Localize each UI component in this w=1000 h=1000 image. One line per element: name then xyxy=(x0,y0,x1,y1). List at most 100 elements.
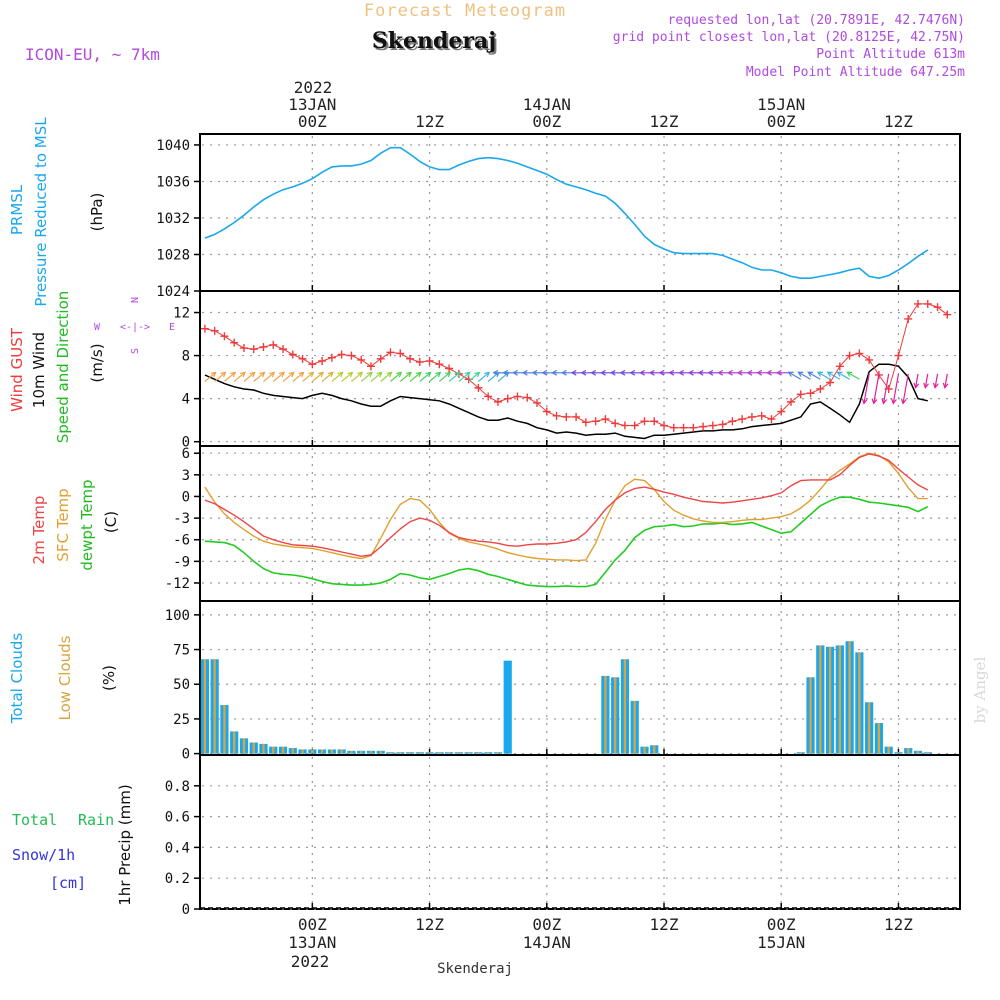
compass-rose: W <-|-> E N S xyxy=(94,297,175,354)
wind-arrow-head xyxy=(531,369,538,376)
gust-marker xyxy=(845,351,854,360)
wind-arrow-head xyxy=(629,369,636,376)
wind-direction-arrow xyxy=(390,371,402,382)
panel-clouds: 0 25 50 75 100 xyxy=(165,600,961,763)
wind-arrow-head xyxy=(687,369,694,376)
grid-point-coords: grid point closest lon,lat (20.8125E, 42… xyxy=(613,30,965,45)
panel-pressure: 1024 1028 1032 1036 1040 xyxy=(156,133,961,300)
wind-arrow-head xyxy=(590,369,597,376)
wind-arrow-head xyxy=(697,369,704,376)
wind-direction-arrow xyxy=(902,373,909,404)
wind-direction-arrow xyxy=(817,371,831,380)
wind-direction-arrow xyxy=(292,371,304,382)
gust-marker xyxy=(230,338,239,347)
wind-direction-arrow xyxy=(914,373,919,388)
low-cloud-bar xyxy=(907,748,910,754)
gust-marker xyxy=(279,345,288,354)
low-cloud-bar xyxy=(330,749,334,754)
gust-marker xyxy=(933,303,942,312)
requested-coords: requested lon,lat (20.7891E, 42.7476N) xyxy=(668,13,965,28)
gust-marker xyxy=(406,354,415,363)
low-cloud-bar xyxy=(389,752,392,754)
wind-arrow-head xyxy=(609,369,616,376)
low-cloud-bar xyxy=(447,752,451,754)
location-title: Skenderaj xyxy=(374,30,498,56)
gust-marker xyxy=(327,353,336,362)
wind-arrow-head xyxy=(756,369,763,376)
wind-arrow-head xyxy=(775,369,782,376)
y-tick-label: 1024 xyxy=(156,284,190,300)
wind-arrow-head xyxy=(580,369,587,376)
wind-arrow-head xyxy=(318,371,325,378)
y-tick-label: 0.8 xyxy=(165,779,190,795)
low-cloud-bar xyxy=(350,750,353,754)
wind-direction-arrow xyxy=(321,371,334,382)
gust-marker xyxy=(386,348,395,357)
wind-direction-arrow xyxy=(837,371,850,380)
temp-unit: (C) xyxy=(102,511,120,533)
gust-marker xyxy=(259,342,268,351)
wind-direction-arrow xyxy=(487,371,500,382)
wind-arrow-head xyxy=(298,371,305,378)
low-cloud-bar xyxy=(897,752,900,754)
gust-marker xyxy=(298,354,307,363)
wind-arrow-head xyxy=(787,371,794,377)
panels: 1024102810321036104004812-12-9-6-3036025… xyxy=(156,133,961,918)
gust-marker xyxy=(894,351,903,360)
wind-arrow-head xyxy=(619,369,626,376)
wind-arrow-head xyxy=(386,371,393,378)
y-tick-label: 75 xyxy=(173,643,190,659)
wind-arrow-head xyxy=(541,369,548,376)
wind-arrow-head xyxy=(638,369,645,376)
gust-marker xyxy=(865,355,874,364)
gust-marker xyxy=(376,354,385,363)
gust-marker xyxy=(318,356,327,365)
wind-arrow-head xyxy=(836,371,843,377)
wind-arrow-head xyxy=(891,398,897,405)
compass-north: N xyxy=(130,297,141,303)
low-cloud-bar xyxy=(496,752,500,754)
panel-frame xyxy=(199,290,961,447)
gust-marker xyxy=(210,326,219,335)
gust-marker xyxy=(366,362,375,371)
top-year: 2022 xyxy=(294,78,333,97)
wind-arrow-head xyxy=(357,371,364,378)
gust-marker xyxy=(288,350,297,359)
wind-arrow-head xyxy=(726,369,733,376)
wind-direction-arrow xyxy=(360,371,373,382)
model-label: ICON-EU, ~ 7km xyxy=(25,45,160,64)
wind-direction-arrow xyxy=(924,373,929,388)
wind-arrow-head xyxy=(259,371,266,378)
low-cloud-bar xyxy=(203,659,207,754)
panel-temperature: -12 -9 -6 -3 0 3 6 xyxy=(165,445,961,602)
wind-arrow-head xyxy=(678,369,684,376)
panel-precip: 0 0.2 0.4 0.6 0.8 xyxy=(165,754,961,918)
low-cloud-bar xyxy=(252,742,255,754)
bottom-hour-label: 00Z xyxy=(532,915,561,934)
wind-direction-arrow xyxy=(798,371,811,380)
low-cloud-bar xyxy=(438,752,441,754)
gust-marker xyxy=(425,356,434,365)
gust-marker xyxy=(943,310,952,319)
temp-line xyxy=(204,453,929,558)
low-cloud-bar xyxy=(457,752,461,754)
wind-unit: (m/s) xyxy=(88,343,106,382)
precip-unit: 1hr Precip (mm) xyxy=(116,784,134,905)
low-cloud-bar xyxy=(262,743,265,754)
total-cloud-bar xyxy=(503,660,512,754)
bottom-date-label: 15JAN xyxy=(757,933,805,952)
y-tick-label: -6 xyxy=(173,533,190,549)
low-cloud-bar xyxy=(877,723,881,754)
gust-marker xyxy=(239,344,248,353)
y-tick-label: 0 xyxy=(182,747,190,763)
dewpt-label: dewpt Temp xyxy=(78,479,96,570)
wind-arrow-head xyxy=(797,371,804,377)
gust-marker xyxy=(718,420,727,429)
wind-direction-arrow xyxy=(263,371,275,382)
low-cloud-bar xyxy=(301,749,304,754)
wind-direction-arrow xyxy=(282,371,295,382)
wind-label: 10m Wind xyxy=(30,332,48,408)
wind-direction-arrow xyxy=(370,371,383,382)
wind-arrow-head xyxy=(435,371,442,378)
